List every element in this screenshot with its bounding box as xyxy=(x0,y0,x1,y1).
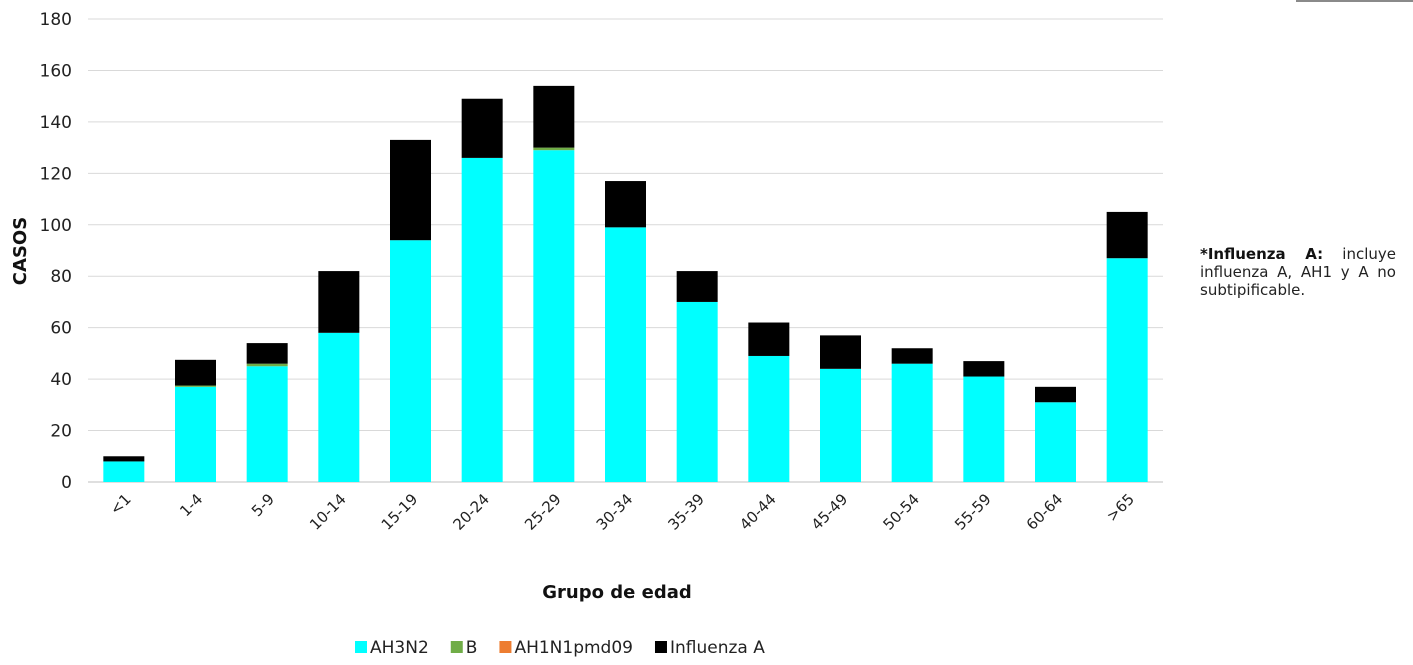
bar-segment xyxy=(175,359,216,386)
x-tick-label: 35-39 xyxy=(664,490,708,534)
bar-group xyxy=(461,98,503,482)
y-axis-ticks: 0 20 40 60 80 100 120 140 160 180 xyxy=(40,10,72,493)
footnote-label: *Influenza A: xyxy=(1200,245,1324,263)
x-tick-label: 40-44 xyxy=(736,490,780,534)
bar-group xyxy=(820,335,861,482)
legend-swatch xyxy=(450,641,463,653)
x-tick-label: 20-24 xyxy=(449,490,493,534)
x-tick-label: >65 xyxy=(1103,490,1138,525)
bar-segment xyxy=(390,240,431,482)
legend-label: AH3N2 xyxy=(370,638,429,658)
x-tick-label: <1 xyxy=(106,490,134,518)
legend: AH3N2 B AH1N1pmd09 Influenza A xyxy=(355,638,765,658)
bar-segment xyxy=(1035,386,1076,403)
footnote: *Influenza A: incluye influenza A, AH1 y… xyxy=(1200,245,1396,299)
y-tick-label: 160 xyxy=(40,61,72,81)
legend-swatch xyxy=(654,641,667,653)
bar-segment xyxy=(605,181,646,228)
bar-group xyxy=(103,456,145,482)
bar-segment xyxy=(605,227,646,482)
bar-segment xyxy=(175,386,216,482)
bar-group xyxy=(748,322,790,482)
legend-swatch xyxy=(499,641,512,653)
legend-label: AH1N1pmd09 xyxy=(514,638,633,658)
y-tick-label: 0 xyxy=(61,473,72,493)
bar-group xyxy=(1106,211,1148,482)
corner-divider xyxy=(1296,0,1413,2)
legend-item: AH3N2 xyxy=(355,638,429,658)
bar-segment xyxy=(533,150,575,482)
bar-segment xyxy=(963,361,1005,377)
bar-segment xyxy=(103,456,145,462)
bar-group xyxy=(676,271,718,482)
x-tick-label: 45-49 xyxy=(808,490,852,534)
bar-segment xyxy=(103,461,145,482)
bars xyxy=(103,85,1148,482)
x-axis-title: Grupo de edad xyxy=(542,582,691,603)
legend-label: B xyxy=(466,638,478,658)
x-tick-label: 1-4 xyxy=(176,490,206,520)
y-tick-label: 180 xyxy=(40,10,72,30)
bar-group xyxy=(963,361,1005,482)
x-tick-label: 10-14 xyxy=(306,490,350,534)
bar-segment xyxy=(318,271,360,333)
x-tick-label: 60-64 xyxy=(1023,490,1067,534)
y-tick-label: 80 xyxy=(50,267,72,287)
bar-segment xyxy=(748,355,790,482)
bar-segment xyxy=(175,385,216,387)
x-tick-label: 50-54 xyxy=(879,490,923,534)
bar-group xyxy=(175,359,216,482)
y-axis-title: CASOS xyxy=(10,217,31,285)
bar-group xyxy=(390,139,431,482)
bar-segment xyxy=(891,363,933,482)
y-tick-label: 40 xyxy=(50,370,72,390)
bar-segment xyxy=(461,98,503,158)
y-tick-label: 20 xyxy=(50,422,72,442)
legend-label: Influenza A xyxy=(670,638,765,658)
bar-group xyxy=(891,348,933,482)
x-tick-label: 5-9 xyxy=(248,490,278,520)
bar-segment xyxy=(533,85,575,148)
bar-segment xyxy=(1106,211,1148,259)
x-tick-label: 25-29 xyxy=(521,490,565,534)
bar-segment xyxy=(1106,258,1148,482)
bar-group xyxy=(1035,386,1076,482)
bar-segment xyxy=(820,335,861,369)
footnote-text: incluye influenza A, AH1 y A no subtipif… xyxy=(1200,245,1396,299)
x-axis-ticks: <1 1-4 5-9 10-14 15-19 20-24 25-29 30-34 35-39 40… xyxy=(106,490,1138,534)
y-tick-label: 100 xyxy=(40,216,72,236)
bar-segment xyxy=(246,363,288,367)
bar-segment xyxy=(390,139,431,241)
y-tick-label: 120 xyxy=(40,164,72,184)
bar-segment xyxy=(676,301,718,482)
y-tick-label: 140 xyxy=(40,113,72,133)
y-tick-label: 60 xyxy=(50,319,72,339)
x-tick-label: 30-34 xyxy=(593,490,637,534)
legend-item: Influenza A xyxy=(654,638,765,658)
bar-segment xyxy=(963,376,1005,482)
bar-segment xyxy=(820,368,861,482)
bar-group xyxy=(318,271,360,482)
legend-swatch xyxy=(355,641,367,653)
x-tick-label: 15-19 xyxy=(378,490,422,534)
bar-segment xyxy=(676,271,718,302)
legend-item: AH1N1pmd09 xyxy=(499,638,633,658)
bar-segment xyxy=(891,348,933,364)
bar-segment xyxy=(461,157,503,482)
bar-segment xyxy=(246,343,288,364)
legend-item: B xyxy=(450,638,478,658)
bar-segment xyxy=(533,147,575,151)
bar-segment xyxy=(246,366,288,482)
bar-group xyxy=(246,343,288,482)
bar-segment xyxy=(1035,402,1076,482)
bar-group xyxy=(605,181,646,482)
x-tick-label: 55-59 xyxy=(951,490,995,534)
bar-segment xyxy=(748,322,790,356)
bar-segment xyxy=(318,332,360,482)
bar-group xyxy=(533,85,575,482)
